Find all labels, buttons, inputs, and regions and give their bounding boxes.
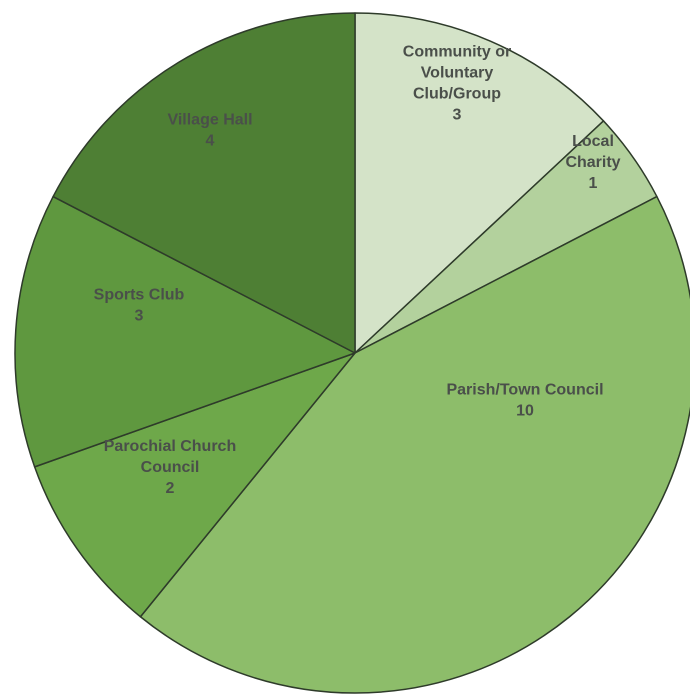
slice-category-label: Parish/Town Council [446, 382, 603, 399]
slice-value-label: 3 [135, 308, 144, 325]
slice-value-label: 3 [453, 107, 462, 124]
slice-label: Parochial Church Council 2 [104, 438, 236, 497]
pie-slice [139, 195, 690, 694]
slice-value-label: 2 [166, 480, 175, 497]
slice-category-label: Voluntary [421, 65, 494, 82]
pie-slice [354, 12, 605, 354]
slice-label: Parish/Town Council 10 [446, 382, 603, 420]
slice-category-label: Community or [403, 44, 511, 61]
slice-label: Village Hall 4 [167, 112, 252, 150]
pie-slice [52, 12, 356, 354]
slice-label: Sports Club 3 [94, 287, 185, 325]
slice-category-label: Village Hall [167, 112, 252, 129]
pie-slice [14, 195, 356, 468]
pie-labels: Community or Voluntary Club/Group 3 Local Cha… [94, 44, 621, 498]
slice-label: Community or Voluntary Club/Group 3 [403, 44, 511, 124]
slice-category-label: Parochial Church [104, 438, 236, 455]
slice-category-label: Council [141, 459, 200, 476]
slice-value-label: 1 [589, 175, 598, 192]
slice-value-label: 10 [516, 403, 534, 420]
pie-slice [33, 352, 356, 618]
slice-category-label: Local [572, 133, 614, 150]
slice-category-label: Charity [565, 154, 620, 171]
pie-slices [14, 12, 690, 694]
slice-label: Local Charity 1 [565, 133, 620, 192]
slice-category-label: Sports Club [94, 287, 185, 304]
slice-category-label: Club/Group [413, 86, 501, 103]
slice-value-label: 4 [206, 133, 215, 150]
